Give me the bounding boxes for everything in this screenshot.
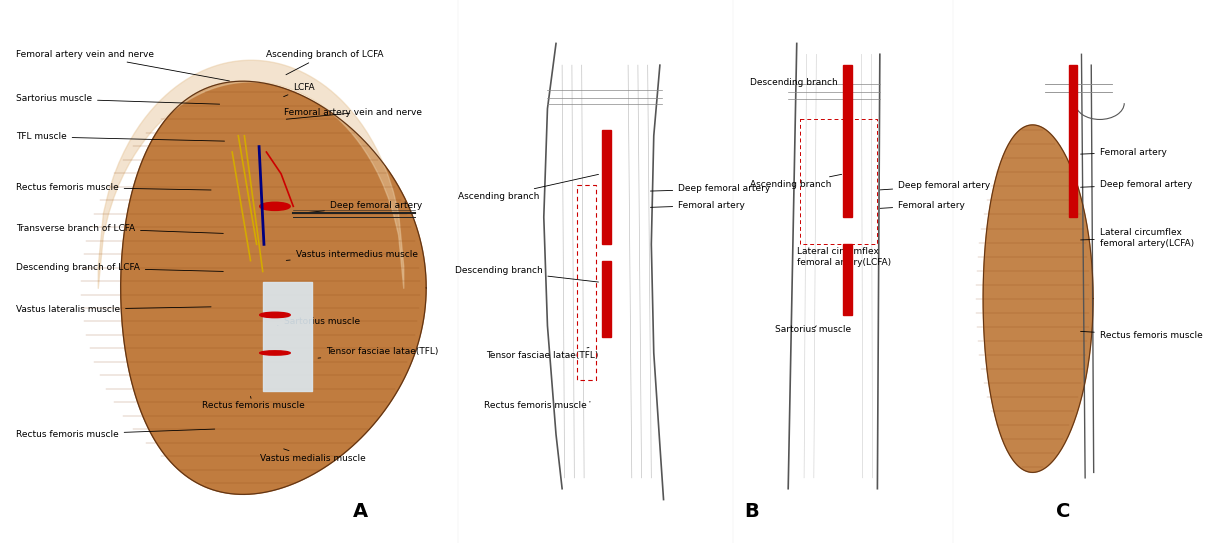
Polygon shape [602,130,611,244]
Text: Sartorius muscle: Sartorius muscle [277,317,359,326]
Text: Ascending branch: Ascending branch [458,174,599,201]
Text: Rectus femoris muscle: Rectus femoris muscle [202,396,304,410]
Text: Descending branch: Descending branch [455,266,599,282]
Polygon shape [121,81,426,494]
Text: C: C [1056,502,1070,521]
Ellipse shape [260,202,291,210]
Text: Ascending branch: Ascending branch [750,174,842,189]
Text: Tensor fasciae latae(TFL): Tensor fasciae latae(TFL) [318,348,439,358]
Text: Sartorius muscle: Sartorius muscle [16,94,220,104]
Ellipse shape [260,351,291,355]
Text: Deep femoral artery: Deep femoral artery [650,185,770,193]
Text: Rectus femoris muscle: Rectus femoris muscle [16,429,215,439]
Text: Ascending branch of LCFA: Ascending branch of LCFA [266,50,384,75]
Text: Rectus femoris muscle: Rectus femoris muscle [484,401,590,410]
Text: B: B [744,502,759,521]
Polygon shape [984,125,1092,472]
Text: Tensor fasciae latae(TFL): Tensor fasciae latae(TFL) [486,348,599,359]
Text: Femoral artery vein and nerve: Femoral artery vein and nerve [284,109,422,119]
Polygon shape [602,261,611,337]
Text: Femoral artery: Femoral artery [1080,148,1167,156]
Polygon shape [843,244,852,315]
Text: Sartorius muscle: Sartorius muscle [775,325,851,334]
Text: Lateral circumflex
femoral artery(LCFA): Lateral circumflex femoral artery(LCFA) [797,247,891,267]
Text: Rectus femoris muscle: Rectus femoris muscle [16,183,211,192]
Text: Deep femoral artery: Deep femoral artery [880,181,990,190]
Text: Descending branch: Descending branch [750,78,844,88]
Text: Vastus medialis muscle: Vastus medialis muscle [260,449,367,463]
Text: Femoral artery vein and nerve: Femoral artery vein and nerve [16,50,230,81]
Text: Deep femoral artery: Deep femoral artery [302,201,422,213]
Ellipse shape [260,312,291,318]
Text: TFL muscle: TFL muscle [16,132,225,141]
Text: Femoral artery: Femoral artery [880,201,965,210]
Text: Vastus lateralis muscle: Vastus lateralis muscle [16,305,211,314]
Polygon shape [843,65,852,217]
Text: A: A [353,502,368,521]
Text: Descending branch of LCFA: Descending branch of LCFA [16,263,224,272]
Text: Deep femoral artery: Deep femoral artery [1080,180,1191,189]
Text: Rectus femoris muscle: Rectus femoris muscle [1080,331,1202,340]
Text: LCFA: LCFA [284,84,315,97]
Polygon shape [1069,65,1077,217]
Text: Transverse branch of LCFA: Transverse branch of LCFA [16,224,224,233]
Text: Femoral artery: Femoral artery [650,201,745,210]
Text: Lateral circumflex
femoral artery(LCFA): Lateral circumflex femoral artery(LCFA) [1080,228,1194,248]
Text: Vastus intermedius muscle: Vastus intermedius muscle [286,250,418,261]
